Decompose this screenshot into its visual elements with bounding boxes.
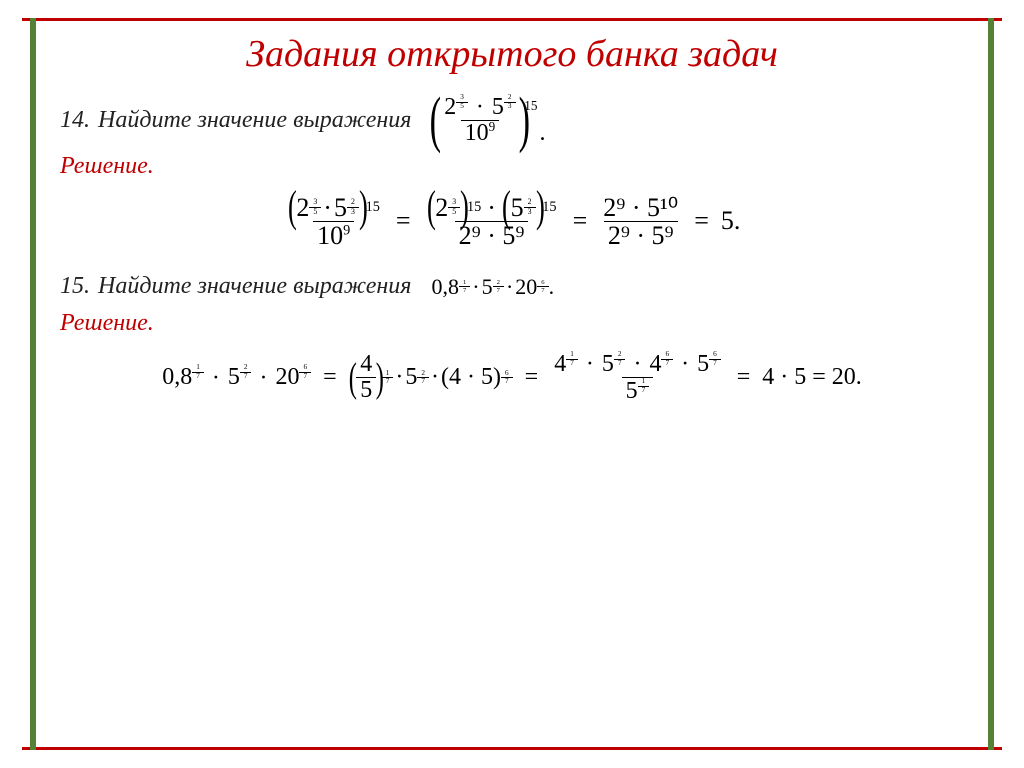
problem-15-number: 15.	[60, 273, 90, 300]
page-title: Задания открытого банка задач	[60, 32, 964, 76]
problem-14-expression: ( 235 · 523 109 ) 15 .	[431, 94, 545, 147]
problem-14-row: 14. Найдите значение выражения ( 235 · 5…	[60, 94, 964, 147]
problem-14-prompt: Найдите значение выражения	[98, 107, 411, 134]
problem-14-number: 14.	[60, 107, 90, 134]
problem-15-solution-label: Решение.	[60, 310, 964, 337]
problem-15-expression: 0,817 · 527 · 2067 .	[431, 274, 554, 300]
problem-15-solution: 0,817 · 527 · 2067 = ( 45 )17 · 527 · (4…	[60, 351, 964, 405]
problem-15-prompt: Найдите значение выражения	[98, 273, 411, 300]
right-green-bar	[988, 18, 994, 750]
left-green-bar	[30, 18, 36, 750]
problem-14-solution-label: Решение.	[60, 153, 964, 180]
problem-15-row: 15. Найдите значение выражения 0,817 · 5…	[60, 273, 964, 300]
problem-14-solution: ( 235 · 523 )15 109 = ( 235 )15 · ( 523	[60, 194, 964, 250]
slide-content: Задания открытого банка задач 14. Найдит…	[60, 32, 964, 736]
